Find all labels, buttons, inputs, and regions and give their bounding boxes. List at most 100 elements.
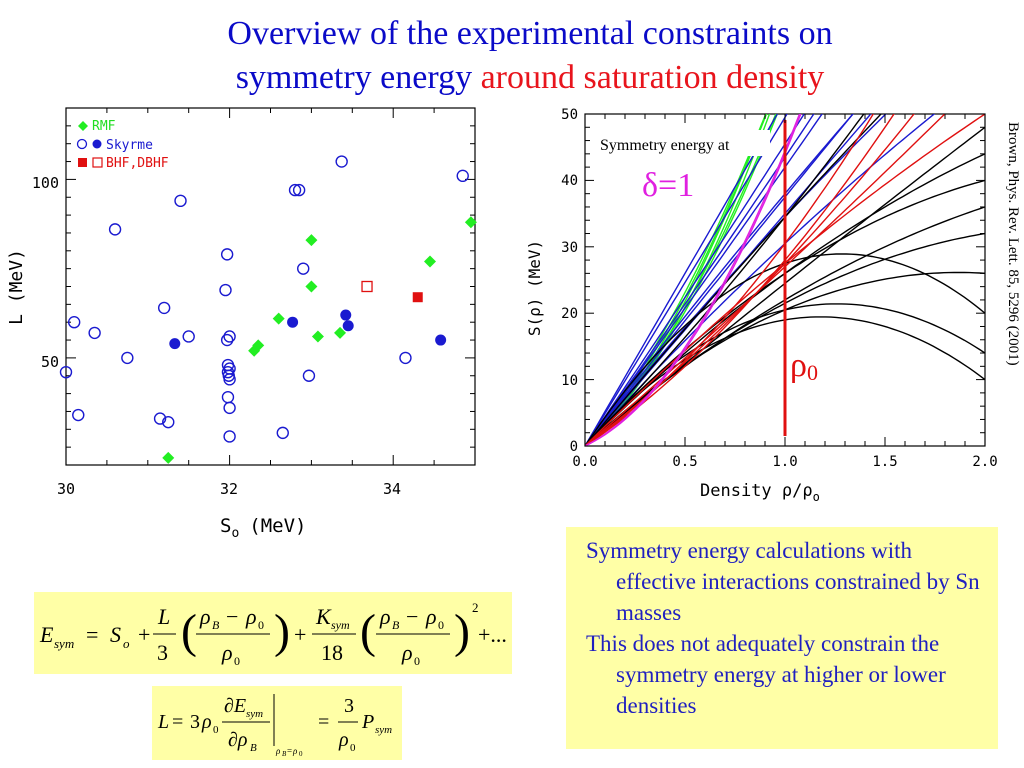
x-tick-label: 0.5 xyxy=(672,454,697,470)
svg-text:3: 3 xyxy=(190,711,200,733)
svg-text:+...: +... xyxy=(478,622,507,647)
data-point-rmf xyxy=(464,216,477,229)
x-axis-label: Density ρ/ρo xyxy=(700,481,820,504)
data-point-skyrme-filled xyxy=(287,316,299,328)
curve-blue xyxy=(585,114,823,446)
svg-text:0: 0 xyxy=(258,618,264,632)
title-blue-part: symmetry energy xyxy=(235,59,473,96)
svg-text:=: = xyxy=(287,746,292,756)
data-point-skyrme xyxy=(157,301,171,315)
svg-text:E: E xyxy=(39,622,54,647)
data-point-rmf xyxy=(162,451,175,464)
svg-text:K: K xyxy=(315,604,332,629)
svg-text:=: = xyxy=(172,711,183,733)
svg-text:sym: sym xyxy=(54,636,74,651)
data-point-skyrme xyxy=(59,365,73,379)
svg-text:ρ: ρ xyxy=(292,746,298,756)
svg-text:ρ: ρ xyxy=(221,640,233,665)
legend-bhf-open-icon xyxy=(92,157,103,168)
x-axis-label-unit: (MeV) xyxy=(249,515,306,537)
legend-bhf-filled-icon xyxy=(78,158,87,167)
legend-bhf-label: BHF,DBHF xyxy=(106,156,169,171)
data-point-rmf xyxy=(305,234,318,247)
x-tick-label: 30 xyxy=(57,480,75,498)
svg-text:(: ( xyxy=(181,605,197,658)
y-tick-label: 50 xyxy=(561,107,578,123)
data-point-skyrme-filled xyxy=(435,334,447,346)
svg-text:sym: sym xyxy=(246,708,263,720)
svg-text:∂ρ: ∂ρ xyxy=(228,729,247,751)
curve-blue xyxy=(585,114,788,446)
curve-red xyxy=(585,114,985,446)
data-point-skyrme xyxy=(297,262,310,275)
svg-text:B: B xyxy=(282,750,287,758)
svg-text:ρ: ρ xyxy=(199,604,211,629)
data-point-skyrme xyxy=(174,194,187,208)
x-tick-label: 32 xyxy=(220,480,238,498)
line-plot-ticks xyxy=(584,113,986,447)
symmetry-energy-plot: 0.0 0.5 1.0 1.5 2.0 0 10 20 30 40 50 S(ρ… xyxy=(525,107,998,504)
svg-text:0: 0 xyxy=(438,618,444,632)
data-point-skyrme xyxy=(288,183,302,197)
data-point-skyrme xyxy=(182,330,195,343)
svg-text:P: P xyxy=(361,711,374,733)
data-point-skyrme xyxy=(292,183,306,197)
data-point-skyrme xyxy=(335,155,348,168)
annotation-text: Symmetry energy at xyxy=(600,137,730,154)
x-axis-label-sub: o xyxy=(231,526,239,541)
y-tick-label: 30 xyxy=(561,240,578,256)
legend-skyrme-filled-icon xyxy=(92,139,102,149)
y-tick-label: 10 xyxy=(561,373,578,389)
scatter-legend: RMF Skyrme BHF,DBHF xyxy=(76,119,169,171)
svg-text:0: 0 xyxy=(350,742,356,754)
data-point-skyrme xyxy=(276,426,289,440)
svg-text:0: 0 xyxy=(414,654,420,668)
data-point-skyrme xyxy=(223,430,236,443)
data-point-bhf xyxy=(361,280,373,293)
data-point-rmf xyxy=(424,255,437,268)
svg-text:2: 2 xyxy=(472,600,479,615)
citation-vertical: Brown, Phys. Rev. Lett. 85, 5296 (2001) xyxy=(1005,122,1021,366)
scatter-points xyxy=(59,155,477,464)
svg-text:3: 3 xyxy=(344,695,354,717)
svg-text:B: B xyxy=(212,618,220,632)
x-axis-label-sub: o xyxy=(813,490,820,504)
svg-text:0: 0 xyxy=(213,724,219,736)
note-item-2: This does not adequately constrain the s… xyxy=(586,631,946,718)
svg-text:B: B xyxy=(392,618,400,632)
svg-text:=: = xyxy=(86,622,98,647)
notes-box: Symmetry energy calculations with effect… xyxy=(566,527,998,749)
curve-black xyxy=(585,114,865,446)
data-point-rmf xyxy=(272,312,285,325)
x-axis-label: So (MeV) xyxy=(220,515,306,541)
svg-text:+: + xyxy=(294,622,306,647)
svg-text:ρ: ρ xyxy=(425,604,437,629)
data-point-skyrme xyxy=(88,326,101,340)
annotation-backdrop xyxy=(594,130,770,156)
svg-text:∂E: ∂E xyxy=(224,695,246,717)
data-point-rmf xyxy=(252,339,265,352)
x-tick-label: 0.0 xyxy=(572,454,597,470)
svg-text:L: L xyxy=(157,604,170,629)
y-axis-label: L (MeV) xyxy=(6,249,27,325)
svg-text:ρ: ρ xyxy=(245,604,257,629)
svg-text:−: − xyxy=(226,604,238,629)
curve-blue xyxy=(585,114,805,446)
svg-text:−: − xyxy=(406,604,418,629)
rho0-symbol: ρ xyxy=(790,347,807,384)
svg-text:sym: sym xyxy=(331,618,350,632)
y-tick-label: 20 xyxy=(561,306,578,322)
svg-text:ρ: ρ xyxy=(201,711,212,733)
curve-black xyxy=(585,179,985,446)
data-point-skyrme-filled xyxy=(169,338,181,350)
svg-text:sym: sym xyxy=(375,724,392,736)
legend-rmf-diamond-icon xyxy=(78,121,88,131)
data-point-skyrme xyxy=(223,362,236,375)
svg-text:(: ( xyxy=(360,605,376,658)
title-line-1: Overview of the experimental constraints… xyxy=(227,15,833,52)
svg-text:0: 0 xyxy=(234,654,240,668)
data-point-skyrme xyxy=(221,390,235,404)
svg-text:): ) xyxy=(454,605,470,658)
data-point-skyrme xyxy=(219,283,232,297)
